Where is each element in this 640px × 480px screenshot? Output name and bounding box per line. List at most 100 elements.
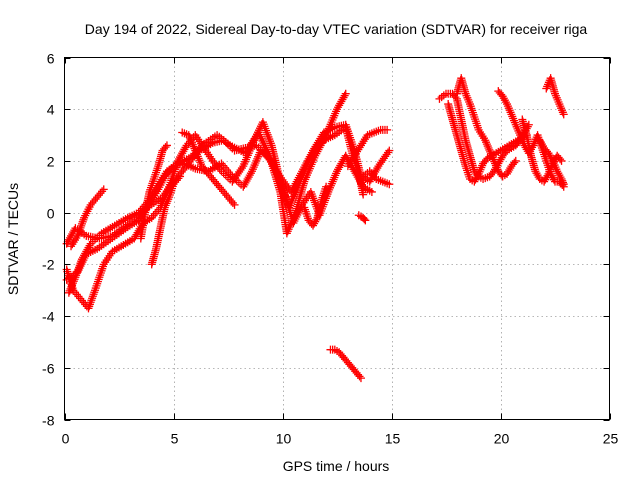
data-point: [189, 142, 198, 151]
data-point: [152, 207, 161, 216]
data-point: [355, 372, 364, 381]
data-point: [176, 172, 185, 181]
series-track-11: [354, 211, 370, 225]
x-tick-label: 15: [385, 431, 401, 447]
data-point: [230, 200, 239, 209]
data-point: [296, 204, 305, 213]
data-point: [482, 140, 491, 149]
x-tick-label: 5: [171, 431, 179, 447]
data-point: [78, 258, 87, 267]
data-point: [85, 302, 94, 311]
y-tick-label: -2: [42, 257, 55, 273]
x-tick-label: 25: [603, 431, 619, 447]
data-point: [62, 265, 71, 274]
data-point: [289, 218, 298, 227]
series-track-16: [452, 74, 520, 181]
data-point: [360, 215, 369, 224]
data-point: [64, 288, 73, 297]
data-point: [237, 164, 246, 173]
data-point: [484, 144, 493, 152]
y-tick-labels: -8 -6 -4 -2 0 2 4 6: [42, 51, 55, 429]
data-point: [181, 143, 190, 152]
data-point: [78, 217, 87, 226]
data-point: [251, 134, 260, 143]
data-point: [174, 174, 183, 183]
data-point: [486, 147, 495, 156]
data-point: [77, 260, 86, 269]
data-point: [68, 279, 77, 288]
data-point: [290, 216, 299, 225]
data-point: [161, 143, 170, 152]
data-point: [74, 292, 83, 301]
data-point: [184, 131, 193, 140]
data-point: [75, 225, 84, 234]
data-point: [543, 171, 552, 180]
data-point: [68, 281, 77, 290]
data-point: [341, 89, 350, 98]
series-track-19: [542, 74, 568, 119]
data-point: [162, 141, 171, 150]
data-point: [488, 153, 497, 162]
data-point: [558, 178, 567, 187]
data-point: [491, 159, 500, 168]
data-point: [483, 142, 492, 151]
data-point: [510, 158, 519, 167]
y-tick-label: 4: [47, 102, 55, 118]
data-point: [151, 209, 160, 218]
x-tick-labels: 0 5 10 15 20 25: [62, 431, 619, 447]
data-point: [485, 145, 494, 154]
data-point: [255, 126, 264, 135]
plot-frame: [64, 57, 610, 420]
data-point: [74, 266, 83, 275]
data-point: [85, 300, 94, 309]
data-point: [86, 298, 95, 307]
data-point: [73, 268, 82, 277]
data-point: [292, 212, 301, 221]
data-point: [473, 171, 482, 180]
data-point: [191, 146, 200, 155]
data-point: [291, 214, 300, 223]
x-tick-label: 0: [62, 431, 70, 447]
data-point: [490, 157, 499, 166]
chart-title: Day 194 of 2022, Sidereal Day-to-day VTE…: [85, 21, 588, 37]
data-point: [359, 190, 368, 199]
data-point: [501, 98, 510, 107]
data-series: [62, 74, 568, 383]
data-point: [76, 223, 85, 232]
data-point: [556, 173, 565, 182]
data-point: [312, 215, 321, 224]
data-point: [79, 215, 88, 224]
data-point: [88, 292, 97, 301]
data-point: [557, 175, 566, 184]
axis-ticks: [64, 57, 611, 421]
data-point: [559, 110, 568, 119]
data-point: [196, 158, 205, 167]
data-point: [77, 219, 86, 228]
series-track-9: [300, 182, 331, 230]
data-point: [75, 227, 84, 236]
series-track-13: [359, 167, 394, 189]
series-track-8: [178, 128, 239, 209]
data-point: [77, 221, 86, 230]
series-track-10: [326, 345, 365, 383]
data-point: [487, 151, 496, 160]
data-point: [558, 176, 567, 185]
x-tick-label: 10: [276, 431, 292, 447]
data-point: [383, 148, 392, 157]
data-point: [87, 296, 96, 305]
series-track-20: [535, 136, 568, 189]
data-point: [367, 187, 376, 196]
data-point: [98, 187, 107, 196]
data-point: [295, 206, 304, 215]
data-point: [361, 216, 370, 225]
series-track-7: [147, 172, 185, 269]
data-point: [385, 180, 394, 189]
data-point: [192, 148, 201, 157]
data-point: [188, 138, 197, 147]
data-point: [489, 155, 498, 164]
data-point: [340, 91, 349, 100]
series-track-5: [67, 185, 108, 251]
data-point: [88, 294, 97, 303]
data-point: [383, 125, 392, 134]
data-point: [294, 208, 303, 217]
